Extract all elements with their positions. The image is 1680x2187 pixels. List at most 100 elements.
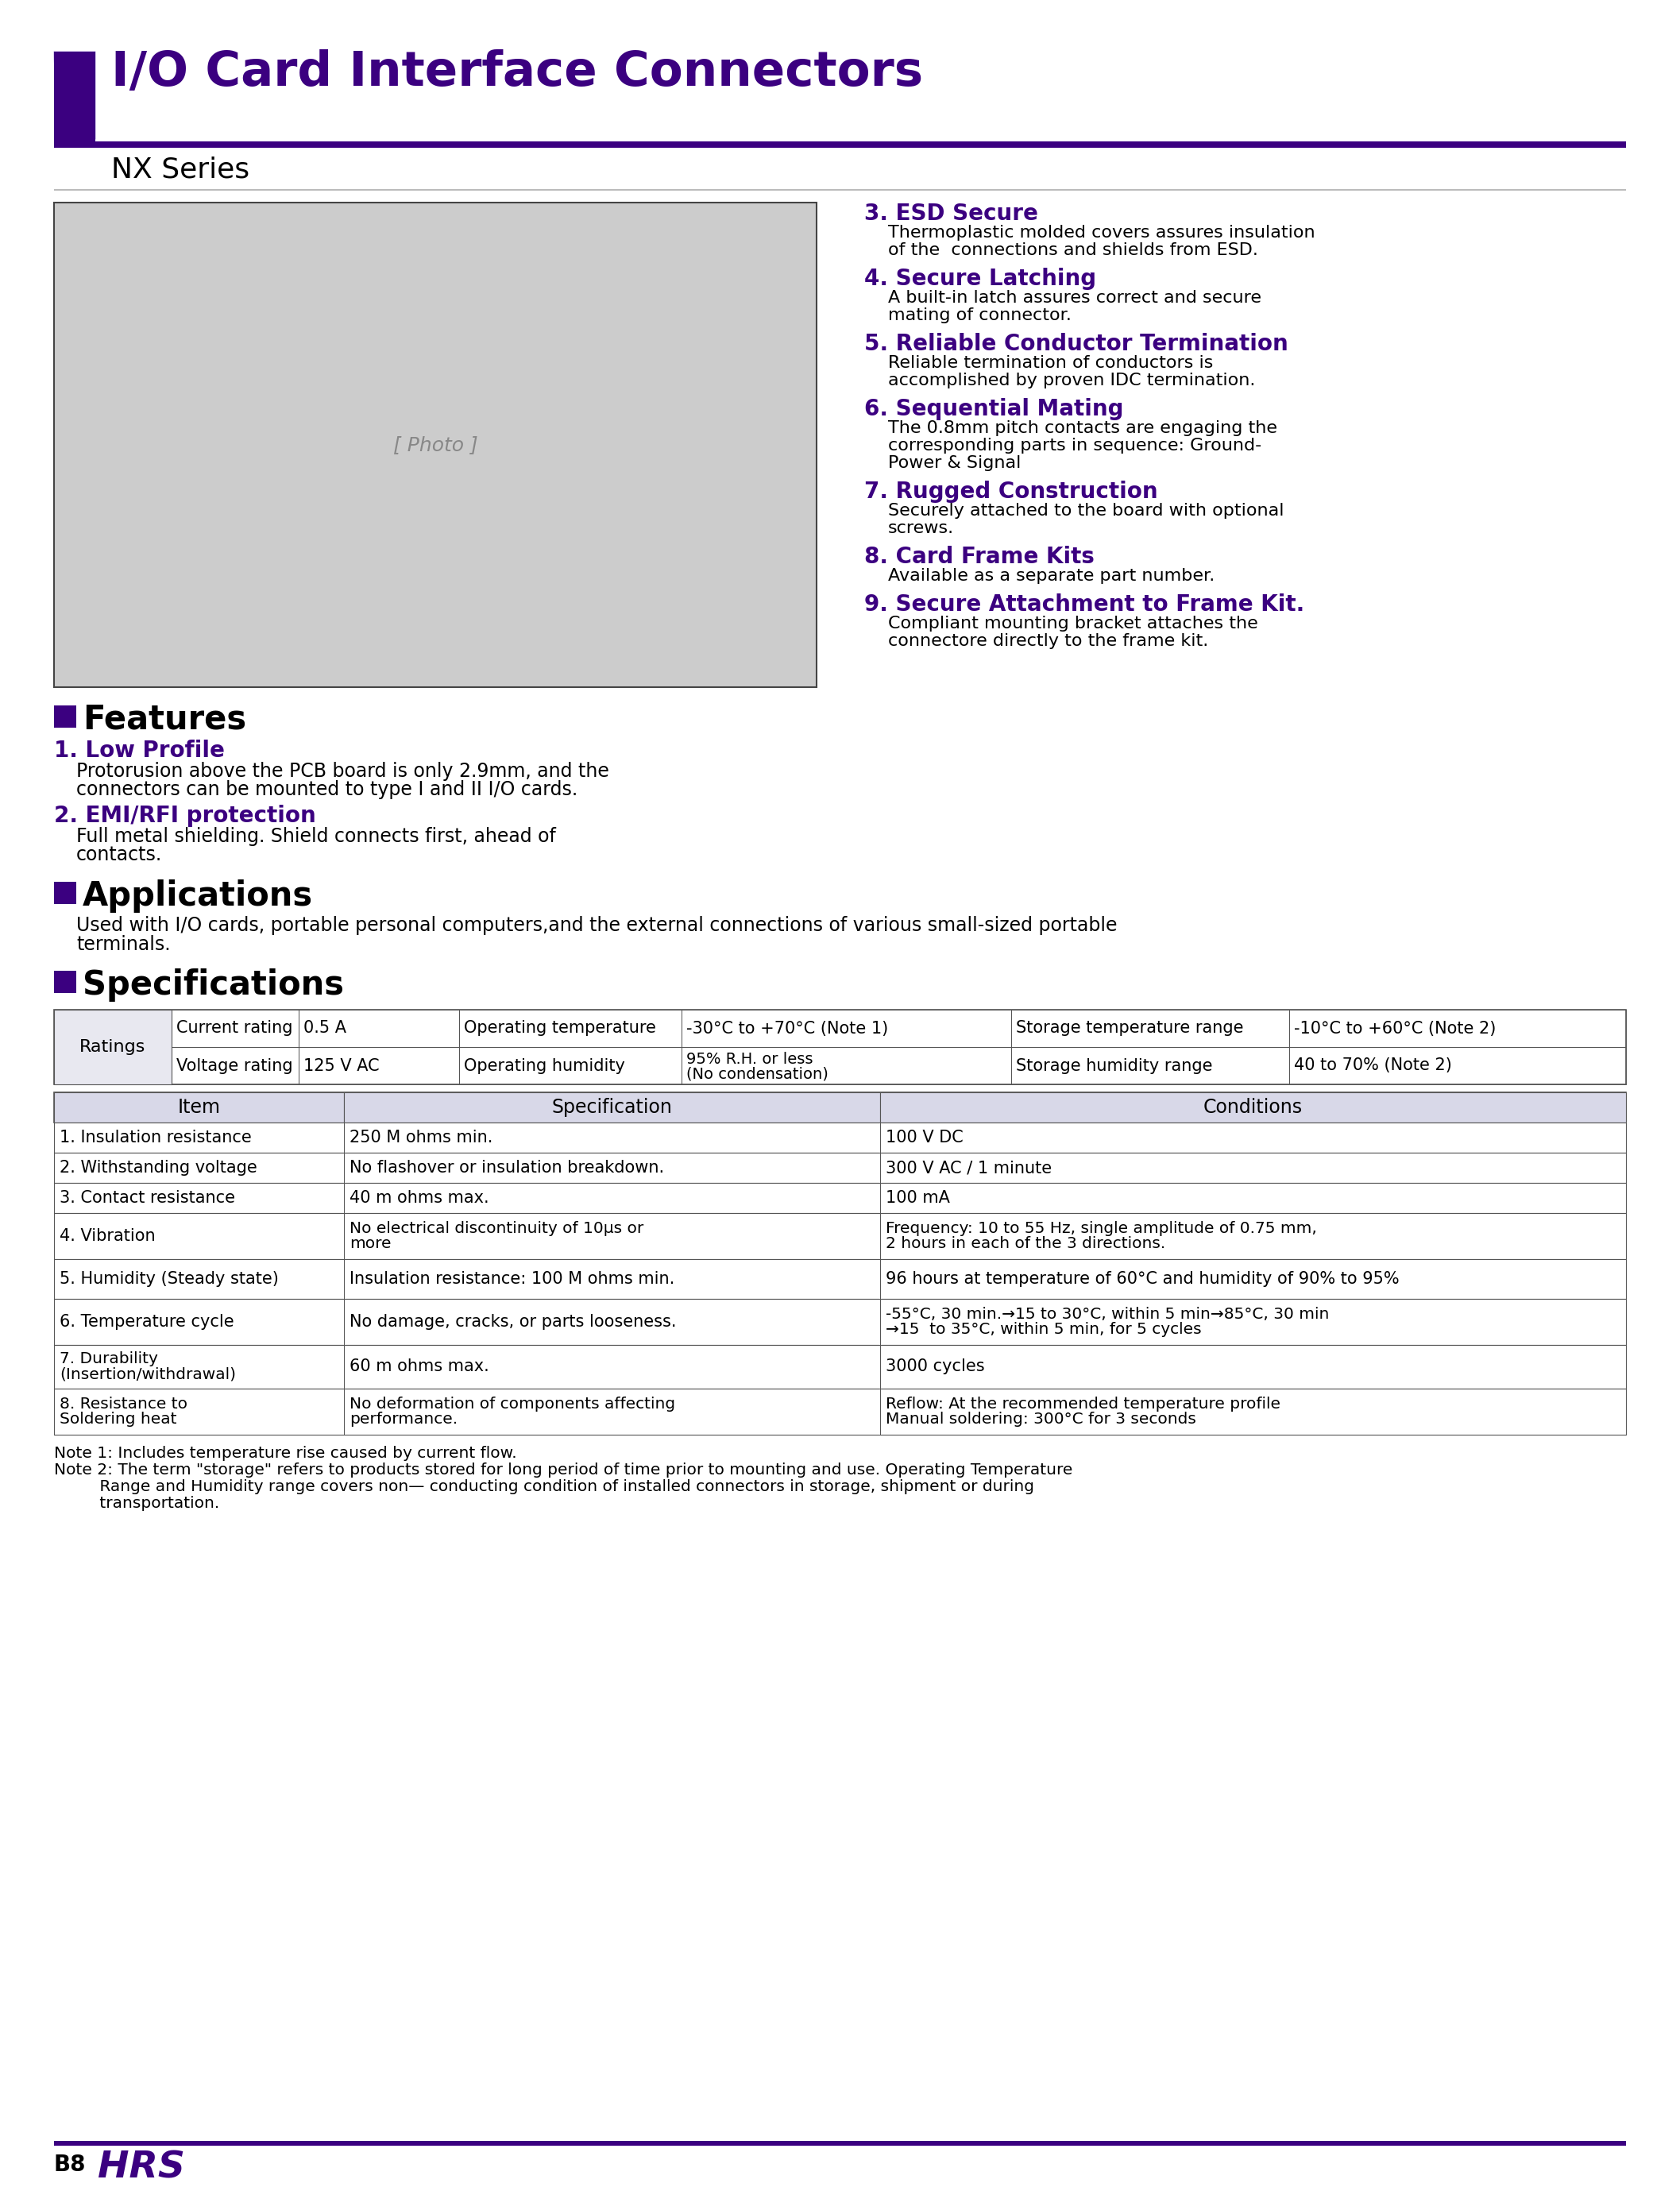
Text: Soldering heat: Soldering heat [59,1411,176,1426]
Text: 40 m ohms max.: 40 m ohms max. [349,1190,489,1205]
Bar [344,1153,880,1183]
Text: Specification: Specification [551,1098,672,1118]
Bar [459,1010,682,1048]
Text: Ratings: Ratings [79,1039,146,1054]
Bar [54,1389,1626,1435]
Text: 5. Reliable Conductor Termination: 5. Reliable Conductor Termination [864,332,1289,354]
Text: 4. Secure Latching: 4. Secure Latching [864,267,1097,291]
Text: Full metal shielding. Shield connects first, ahead of: Full metal shielding. Shield connects fi… [76,827,556,846]
Bar [1011,1048,1289,1085]
Bar [1289,1048,1626,1085]
Bar [54,971,76,993]
Bar [171,1010,299,1048]
Text: -55°C, 30 min.→15 to 30°C, within 5 min→85°C, 30 min: -55°C, 30 min.→15 to 30°C, within 5 min→… [885,1308,1329,1321]
Polygon shape [54,52,96,140]
Bar [299,1010,459,1048]
Text: 8. Resistance to: 8. Resistance to [59,1397,188,1411]
Text: Voltage rating: Voltage rating [176,1059,292,1074]
Bar [1011,1010,1289,1048]
Text: Used with I/O cards, portable personal computers,and the external connections of: Used with I/O cards, portable personal c… [76,916,1117,936]
Bar [54,142,1626,149]
Bar [344,1183,880,1214]
Text: Manual soldering: 300°C for 3 seconds: Manual soldering: 300°C for 3 seconds [885,1411,1196,1426]
Text: 95% R.H. or less: 95% R.H. or less [687,1052,813,1067]
Text: 250 M ohms min.: 250 M ohms min. [349,1131,492,1146]
Bar [880,1345,1626,1389]
Bar [54,1345,344,1389]
Text: Insulation resistance: 100 M ohms min.: Insulation resistance: 100 M ohms min. [349,1271,675,1286]
Bar [344,1214,880,1260]
Bar [54,52,96,147]
Text: Frequency: 10 to 55 Hz, single amplitude of 0.75 mm,: Frequency: 10 to 55 Hz, single amplitude… [885,1220,1317,1236]
Bar [344,1260,880,1299]
Text: accomplished by proven IDC termination.: accomplished by proven IDC termination. [889,372,1255,389]
Text: -10°C to +60°C (Note 2): -10°C to +60°C (Note 2) [1294,1021,1495,1037]
Bar [54,706,76,728]
Text: connectore directly to the frame kit.: connectore directly to the frame kit. [889,634,1208,650]
Bar [54,1183,1626,1214]
Bar [54,1183,344,1214]
Bar [344,1345,880,1389]
Text: Operating humidity: Operating humidity [464,1059,625,1074]
Bar [880,1183,1626,1214]
Text: Reliable termination of conductors is: Reliable termination of conductors is [889,354,1213,372]
Text: 300 V AC / 1 minute: 300 V AC / 1 minute [885,1159,1052,1177]
Bar [880,1260,1626,1299]
Text: more: more [349,1236,391,1251]
Text: 7. Durability: 7. Durability [59,1352,158,1367]
Bar [54,1091,344,1122]
Text: HRS: HRS [97,2150,185,2187]
Text: Storage temperature range: Storage temperature range [1016,1021,1243,1037]
Bar [54,1091,1626,1122]
Text: transportation.: transportation. [54,1496,220,1511]
Text: B8: B8 [54,2154,86,2176]
Text: Securely attached to the board with optional: Securely attached to the board with opti… [889,503,1284,518]
Text: Available as a separate part number.: Available as a separate part number. [889,569,1215,584]
Bar [1289,1010,1626,1048]
Bar [459,1048,682,1085]
Text: Storage humidity range: Storage humidity range [1016,1059,1213,1074]
Bar [54,1299,344,1345]
Text: Conditions: Conditions [1203,1098,1302,1118]
Text: Reflow: At the recommended temperature profile: Reflow: At the recommended temperature p… [885,1397,1280,1411]
Text: screws.: screws. [889,521,954,536]
Text: Specifications: Specifications [82,969,344,1002]
Text: connectors can be mounted to type I and II I/O cards.: connectors can be mounted to type I and … [76,781,578,798]
Text: No electrical discontinuity of 10μs or: No electrical discontinuity of 10μs or [349,1220,643,1236]
Text: Operating temperature: Operating temperature [464,1021,655,1037]
Bar [54,1299,1626,1345]
Text: 3. ESD Secure: 3. ESD Secure [864,203,1038,225]
Text: I/O Card Interface Connectors: I/O Card Interface Connectors [111,50,922,96]
Text: terminals.: terminals. [76,936,170,954]
Bar [880,1389,1626,1435]
Text: 2. EMI/RFI protection: 2. EMI/RFI protection [54,805,316,827]
Text: 7. Rugged Construction: 7. Rugged Construction [864,481,1158,503]
Text: 100 V DC: 100 V DC [885,1131,963,1146]
Text: Item: Item [178,1098,220,1118]
Bar [54,1153,344,1183]
Bar [54,203,816,687]
Text: Note 2: The term "storage" refers to products stored for long period of time pri: Note 2: The term "storage" refers to pro… [54,1463,1072,1478]
Text: of the  connections and shields from ESD.: of the connections and shields from ESD. [889,243,1258,258]
Text: 8. Card Frame Kits: 8. Card Frame Kits [864,547,1094,569]
Bar [54,1122,1626,1153]
Bar [880,1153,1626,1183]
Text: Thermoplastic molded covers assures insulation: Thermoplastic molded covers assures insu… [889,225,1315,241]
Bar [54,1214,1626,1260]
Bar [54,1122,344,1153]
Text: No deformation of components affecting: No deformation of components affecting [349,1397,675,1411]
Text: The 0.8mm pitch contacts are engaging the: The 0.8mm pitch contacts are engaging th… [889,420,1277,435]
Bar [54,1260,344,1299]
Text: A built-in latch assures correct and secure: A built-in latch assures correct and sec… [889,291,1262,306]
Text: mating of connector.: mating of connector. [889,308,1072,324]
Text: 3. Contact resistance: 3. Contact resistance [59,1190,235,1205]
Bar [880,1214,1626,1260]
Text: 9. Secure Attachment to Frame Kit.: 9. Secure Attachment to Frame Kit. [864,593,1304,617]
Text: 3000 cycles: 3000 cycles [885,1358,984,1376]
Bar [171,1048,299,1085]
Text: corresponding parts in sequence: Ground-: corresponding parts in sequence: Ground- [889,437,1262,453]
Text: 96 hours at temperature of 60°C and humidity of 90% to 95%: 96 hours at temperature of 60°C and humi… [885,1271,1399,1286]
Text: Power & Signal: Power & Signal [889,455,1021,470]
Text: →15  to 35°C, within 5 min, for 5 cycles: →15 to 35°C, within 5 min, for 5 cycles [885,1321,1201,1336]
Text: No damage, cracks, or parts looseness.: No damage, cracks, or parts looseness. [349,1314,677,1330]
